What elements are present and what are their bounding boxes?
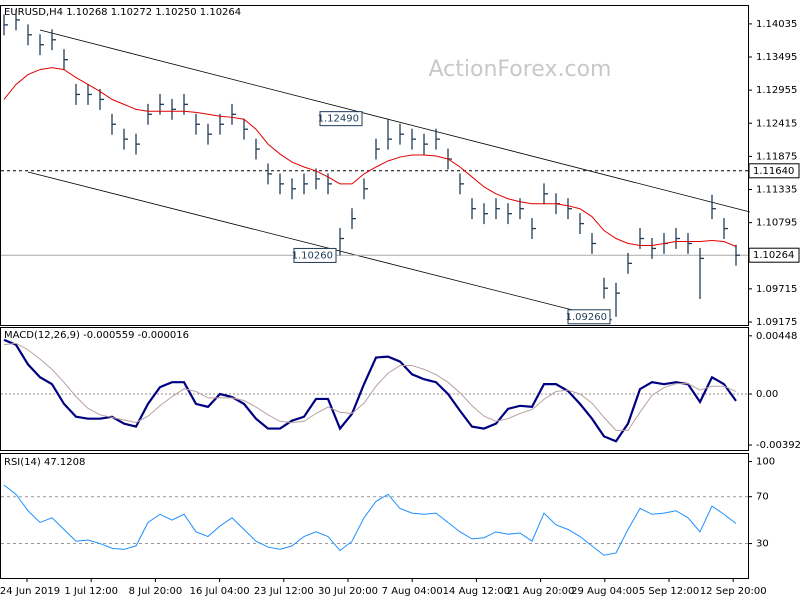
last-price-label: 1.10264 <box>753 250 794 261</box>
x-tick-label: 29 Aug 04:00 <box>571 586 638 597</box>
y-tick-label: -0.003928 <box>756 440 800 451</box>
y-tick-label: 0.00 <box>756 389 778 400</box>
annotation: 1.10260 <box>292 250 333 261</box>
annotation-box <box>293 247 337 263</box>
indicator-line <box>3 342 737 431</box>
x-tick-label: 1 Jul 12:00 <box>64 586 118 597</box>
moving-average <box>3 67 737 247</box>
y-tick-label: 1.09715 <box>756 284 797 295</box>
x-tick-label: 14 Aug 12:00 <box>443 586 510 597</box>
y-tick-label: 1.10795 <box>756 218 797 229</box>
y-tick-label: 1.14035 <box>756 19 797 30</box>
indicator-line <box>3 338 737 443</box>
y-tick-label: 0.00448 <box>756 331 797 342</box>
annotation-box <box>319 111 363 127</box>
watermark: ActionForex.com <box>429 57 612 82</box>
rsi-panel <box>0 453 749 579</box>
channel-upper <box>39 29 751 213</box>
y-tick-label: 70 <box>756 492 769 503</box>
x-tick-label: 23 Jul 12:00 <box>254 586 314 597</box>
last-price-box <box>748 247 800 263</box>
y-tick-label: 30 <box>756 539 769 550</box>
y-tick-label: 1.13495 <box>756 52 797 63</box>
x-tick-label: 24 Jun 2019 <box>0 586 60 597</box>
y-tick-label: 1.12415 <box>756 118 797 129</box>
channel-lower <box>27 171 613 321</box>
y-tick-label: 1.11875 <box>756 151 797 162</box>
x-tick-label: 5 Sep 12:00 <box>639 586 699 597</box>
macd-header: MACD(12,26,9) -0.000559 -0.000016 <box>4 330 189 341</box>
level-label-box <box>748 163 800 179</box>
level-label: 1.11640 <box>753 166 794 177</box>
y-tick-label: 1.09175 <box>756 317 797 328</box>
price-header: EURUSD,H4 1.10268 1.10272 1.10250 1.1026… <box>4 7 241 18</box>
annotation-box <box>567 309 611 325</box>
y-tick-label: 1.12955 <box>756 85 797 96</box>
x-tick-label: 30 Jul 20:00 <box>318 586 378 597</box>
x-tick-label: 8 Jul 20:00 <box>129 586 183 597</box>
x-tick-label: 12 Sep 20:00 <box>700 586 767 597</box>
y-tick-label: 100 <box>756 457 775 468</box>
indicator-line <box>3 484 737 556</box>
x-tick-label: 16 Jul 04:00 <box>190 586 250 597</box>
x-tick-label: 7 Aug 04:00 <box>382 586 443 597</box>
macd-panel <box>0 327 749 451</box>
y-tick-label: 1.11335 <box>756 185 797 196</box>
x-tick-label: 21 Aug 20:00 <box>507 586 574 597</box>
annotation: 1.09260 <box>566 312 607 323</box>
annotation: 1.12490 <box>318 114 359 125</box>
rsi-header: RSI(14) 47.1208 <box>4 457 85 468</box>
